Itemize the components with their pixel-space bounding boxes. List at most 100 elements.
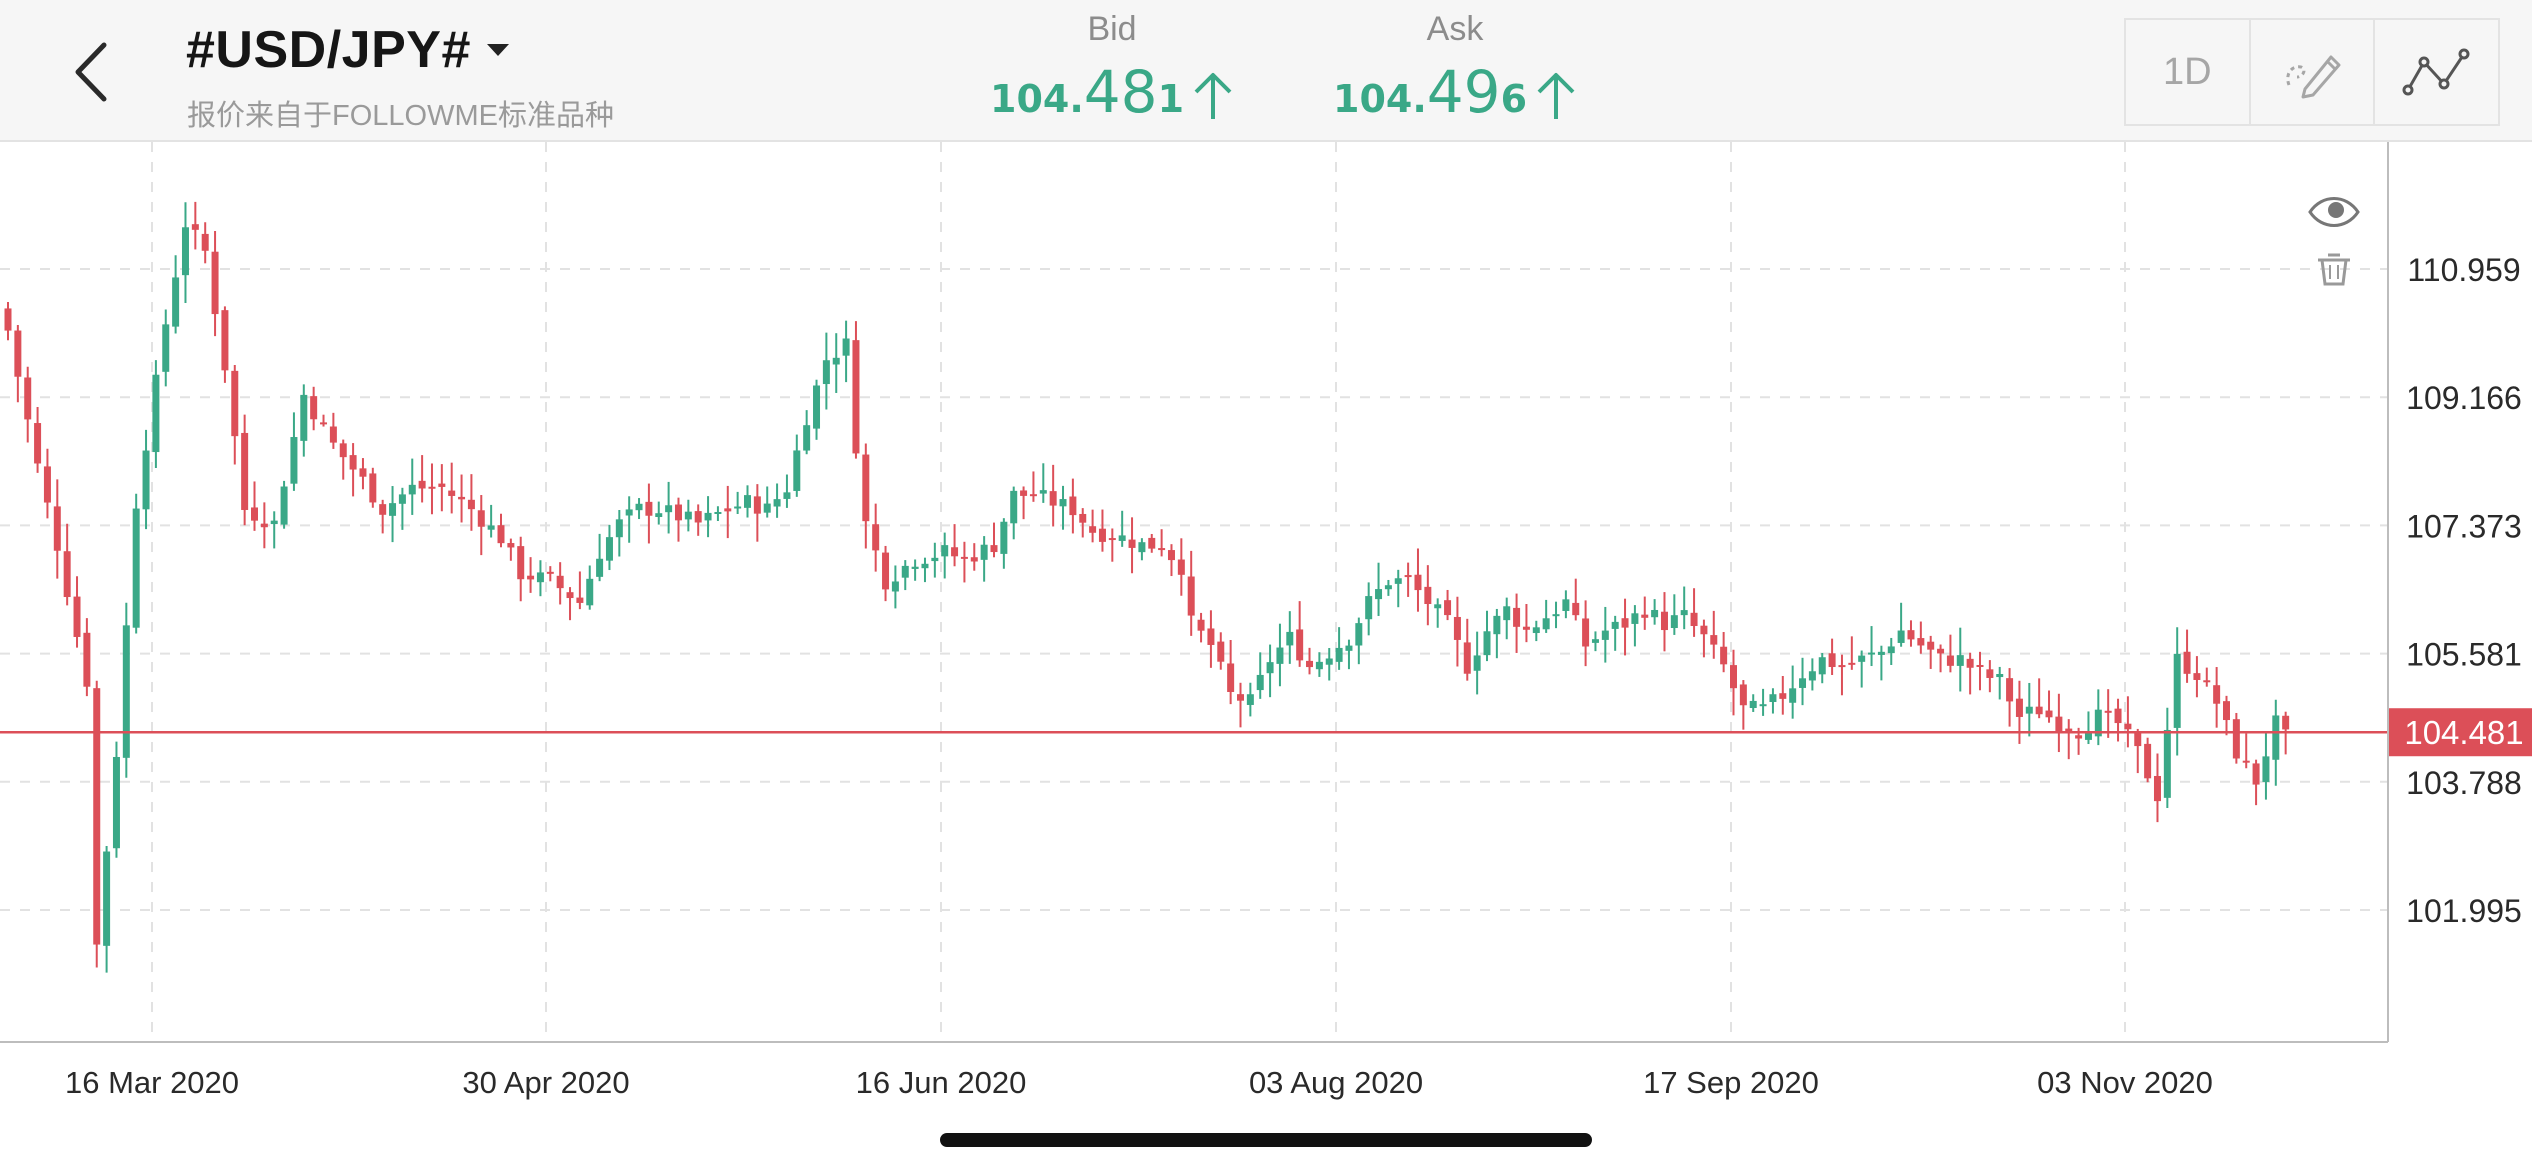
eye-icon[interactable] [2308, 197, 2360, 227]
candle [2124, 696, 2132, 748]
ask-label: Ask [1426, 10, 1484, 48]
candle [1296, 601, 1304, 667]
candle [1877, 645, 1885, 681]
candle [2262, 732, 2270, 800]
candle [2055, 693, 2063, 753]
candle [2006, 668, 2014, 727]
candle [379, 499, 387, 534]
candle [1217, 632, 1225, 670]
symbol-title: #USD/JPY# [186, 21, 471, 79]
candle [507, 538, 515, 561]
candle [1868, 626, 1876, 667]
candle [674, 497, 682, 542]
candle [1098, 509, 1106, 552]
candle [822, 332, 830, 410]
candle [586, 565, 594, 610]
candle [1355, 617, 1363, 665]
trash-icon[interactable] [2318, 253, 2350, 286]
candle [1177, 538, 1185, 596]
candle [1039, 463, 1047, 503]
candle [2134, 728, 2142, 774]
candle [1513, 593, 1521, 653]
candle [2104, 689, 2112, 738]
candle [320, 414, 328, 427]
candle [921, 557, 929, 583]
candle [605, 524, 613, 571]
draw-pen-icon [2286, 55, 2341, 99]
candle [2065, 719, 2073, 760]
candle [1542, 599, 1550, 633]
candle [339, 439, 347, 480]
candle [1365, 582, 1373, 636]
line-indicator-icon [2402, 48, 2470, 96]
candle [1700, 619, 1708, 658]
indicator-button[interactable] [2375, 20, 2498, 124]
candle [221, 306, 229, 383]
candle [73, 576, 81, 648]
candle [1582, 600, 1590, 667]
candle [576, 571, 584, 610]
x-tick-label: 03 Aug 2020 [1249, 1065, 1423, 1100]
candle [1572, 578, 1580, 621]
candle [1739, 680, 1747, 730]
candlestick-chart[interactable]: 104.481 110.959 109.166 107.373 105.581 103.… [0, 142, 2532, 1128]
candle [53, 479, 61, 579]
candle [34, 406, 42, 473]
candle [1000, 518, 1008, 569]
candle [152, 360, 160, 469]
ask-price-main: 104. [1333, 77, 1427, 121]
ask-price-pips: 49 [1426, 58, 1501, 126]
candle [24, 366, 32, 443]
candle [793, 434, 801, 497]
candle [1345, 639, 1353, 670]
candle [191, 201, 199, 250]
candle [1799, 657, 1807, 706]
candle [734, 491, 742, 514]
candle [1503, 597, 1511, 640]
period-button[interactable]: 1D [2126, 20, 2251, 124]
y-tick-label: 101.995 [2406, 893, 2522, 929]
candle [931, 542, 939, 578]
candle [566, 587, 574, 621]
x-tick-label: 16 Mar 2020 [65, 1065, 239, 1100]
candle [1404, 562, 1412, 597]
candle [1828, 638, 1836, 676]
candle [1010, 486, 1018, 540]
candle [832, 333, 840, 393]
candle [960, 541, 968, 583]
candle [1167, 544, 1175, 577]
candle [2094, 689, 2102, 746]
candle [122, 602, 130, 778]
candle [1473, 631, 1481, 695]
candle [1927, 635, 1935, 669]
x-tick-label: 30 Apr 2020 [462, 1065, 629, 1100]
candle [1591, 631, 1599, 652]
bid-price: 104. 48 1 [990, 63, 1234, 121]
candle [1187, 550, 1195, 636]
candle [536, 560, 544, 597]
candle [990, 522, 998, 558]
back-button[interactable] [56, 30, 126, 114]
candle [1128, 517, 1136, 574]
candle [408, 458, 416, 515]
candle [63, 523, 71, 606]
candle [684, 499, 692, 532]
symbol-selector[interactable]: #USD/JPY# [186, 20, 509, 80]
x-tick-label: 16 Jun 2020 [856, 1065, 1027, 1100]
candle [1710, 610, 1718, 659]
candle [970, 543, 978, 571]
candle [1670, 594, 1678, 635]
candle [1108, 528, 1116, 562]
candle [181, 202, 189, 303]
candle [1266, 644, 1274, 698]
y-tick-label: 103.788 [2406, 765, 2522, 801]
candle [724, 485, 732, 539]
candle [714, 506, 722, 522]
bid-price-main: 104. [990, 77, 1084, 121]
candle [941, 532, 949, 579]
candle [231, 365, 239, 465]
candle [1641, 596, 1649, 630]
draw-tool-button[interactable] [2251, 20, 2376, 124]
candle [398, 487, 406, 530]
candle [665, 481, 673, 534]
